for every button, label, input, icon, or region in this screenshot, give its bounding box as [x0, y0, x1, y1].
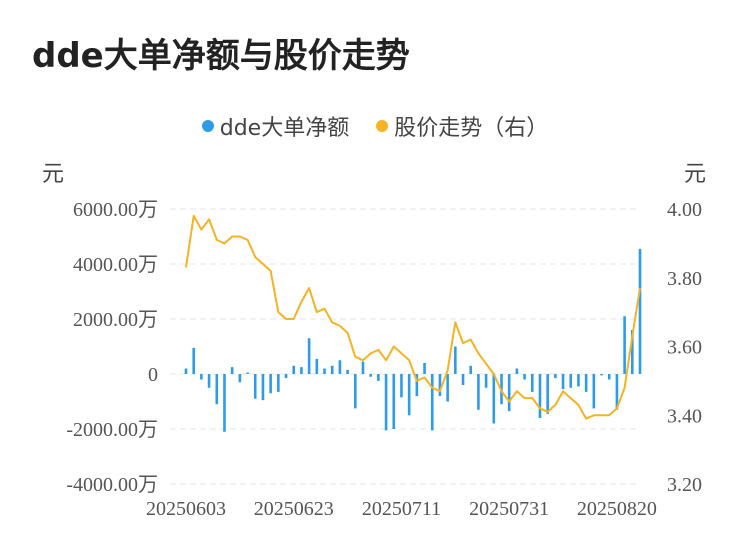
dde-bar: [561, 374, 565, 390]
dde-bar: [269, 374, 272, 394]
right-axis-tick-label: 4.00: [667, 199, 702, 221]
dde-bar: [300, 367, 303, 374]
dde-bar: [492, 374, 496, 424]
dde-bar: [307, 338, 311, 374]
dde-bar: [584, 374, 588, 392]
dde-bar: [346, 369, 349, 374]
legend-item-dde[interactable]: dde大单净额: [201, 110, 350, 142]
dde-bar: [277, 374, 280, 392]
dde-bar: [538, 374, 542, 418]
x-axis-tick-label: 20250603: [146, 498, 226, 520]
dde-bar: [369, 374, 372, 377]
dde-bar: [415, 374, 419, 396]
dde-bar: [353, 374, 357, 409]
dde-bar: [392, 374, 396, 429]
right-axis-tick-label: 3.20: [667, 474, 702, 496]
dde-bar: [223, 374, 226, 432]
dde-bar: [515, 368, 519, 374]
dde-bar: [507, 374, 511, 412]
legend-dot-dde: [201, 120, 214, 132]
dde-bar: [384, 374, 388, 431]
left-axis-tick-label: 4000.00万: [73, 254, 158, 276]
right-axis-tick-label: 3.60: [667, 337, 702, 359]
right-axis-tick-label: 3.40: [667, 405, 702, 427]
left-axis-unit: 元: [42, 162, 65, 187]
left-axis-tick-label: -2000.00万: [66, 419, 158, 441]
dde-bar: [523, 374, 526, 380]
left-axis-tick-label: 6000.00万: [73, 199, 158, 221]
dde-bar: [238, 374, 242, 383]
dde-bar: [184, 368, 188, 374]
dde-bar: [569, 374, 573, 388]
left-axis-tick-label: -4000.00万: [66, 474, 158, 496]
dde-bar: [330, 365, 334, 374]
dde-bar: [207, 374, 211, 388]
price-line: [185, 214, 641, 420]
dde-bar: [530, 374, 534, 392]
x-axis-tick-label: 20250820: [577, 498, 657, 520]
legend-label-dde: dde大单净额: [219, 116, 350, 141]
dde-bar: [192, 347, 195, 374]
dde-bar: [623, 316, 626, 374]
dde-bar: [554, 374, 557, 379]
right-axis-unit: 元: [684, 162, 707, 187]
right-axis-tick-label: 3.80: [667, 268, 702, 290]
dde-bar: [215, 374, 219, 405]
dde-bar: [323, 368, 326, 374]
dde-bar: [546, 374, 549, 414]
dde-bar: [615, 374, 619, 410]
dde-bar: [315, 358, 319, 374]
legend: dde大单净额 股价走势（右）: [0, 110, 750, 142]
chart-title: dde大单净额与股价走势: [32, 36, 410, 76]
dde-bar: [261, 374, 265, 401]
dde-bar: [461, 374, 465, 385]
legend-label-price: 股价走势（右）: [394, 116, 549, 141]
dde-bar: [477, 374, 480, 410]
dde-bar: [438, 374, 442, 396]
dde-bar: [423, 363, 426, 374]
x-axis-tick-label: 20250711: [362, 498, 441, 520]
left-axis-tick-label: 0: [148, 364, 158, 386]
x-axis-tick-label: 20250623: [254, 498, 334, 520]
left-axis-tick-label: 2000.00万: [73, 309, 158, 331]
dde-bar: [284, 374, 288, 379]
dde-bar: [338, 360, 342, 374]
dde-bar: [631, 330, 634, 374]
dde-bar: [361, 361, 365, 374]
dde-bar: [592, 374, 596, 409]
dde-bar: [246, 372, 249, 374]
dde-bar: [484, 374, 488, 388]
legend-item-price[interactable]: 股价走势（右）: [376, 110, 548, 142]
dde-bar: [446, 374, 449, 402]
dde-bar: [469, 365, 473, 374]
dde-bar: [253, 374, 257, 399]
dde-bar: [454, 346, 457, 374]
dde-bar: [377, 374, 380, 381]
dde-bar: [292, 365, 296, 374]
dde-bar: [600, 374, 603, 376]
legend-dot-price: [376, 120, 389, 132]
dde-bar: [638, 248, 642, 374]
x-axis-tick-label: 20250731: [469, 498, 549, 520]
dde-bar: [607, 374, 611, 380]
dde-bar: [430, 374, 434, 431]
dde-bar: [577, 374, 580, 387]
dde-bar: [407, 374, 411, 416]
dde-bar: [400, 374, 403, 398]
dde-bar: [200, 374, 203, 380]
dde-bar: [230, 367, 234, 374]
